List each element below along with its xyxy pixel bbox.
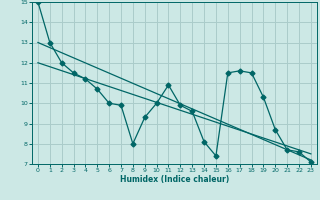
X-axis label: Humidex (Indice chaleur): Humidex (Indice chaleur): [120, 175, 229, 184]
